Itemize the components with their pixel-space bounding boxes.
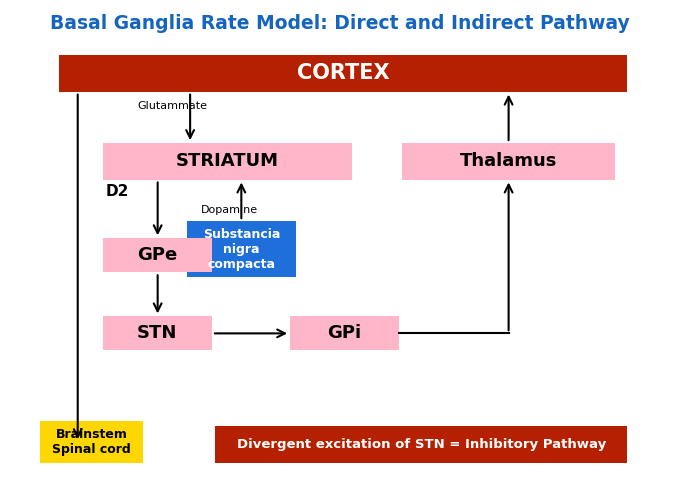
Text: GPe: GPe (137, 246, 177, 264)
Text: STN: STN (137, 325, 177, 342)
Text: STRIATUM: STRIATUM (176, 152, 279, 170)
Text: Divergent excitation of STN = Inhibitory Pathway: Divergent excitation of STN = Inhibitory… (237, 438, 606, 451)
FancyBboxPatch shape (103, 143, 352, 180)
Text: GPi: GPi (328, 325, 362, 342)
Text: CORTEX: CORTEX (296, 63, 390, 83)
FancyBboxPatch shape (59, 55, 627, 92)
FancyBboxPatch shape (215, 426, 627, 463)
Text: Dopamine: Dopamine (201, 205, 258, 216)
Text: Glutammate: Glutammate (137, 101, 207, 111)
FancyBboxPatch shape (403, 143, 615, 180)
Text: Brainstem
Spinal cord: Brainstem Spinal cord (52, 428, 131, 456)
Text: Basal Ganglia Rate Model: Direct and Indirect Pathway: Basal Ganglia Rate Model: Direct and Ind… (50, 14, 630, 32)
Text: Substancia
nigra
compacta: Substancia nigra compacta (203, 228, 280, 271)
FancyBboxPatch shape (103, 238, 212, 273)
FancyBboxPatch shape (187, 221, 296, 277)
FancyBboxPatch shape (40, 421, 143, 463)
FancyBboxPatch shape (290, 316, 399, 351)
FancyBboxPatch shape (103, 316, 212, 351)
Text: D2: D2 (106, 184, 129, 199)
Text: Thalamus: Thalamus (460, 152, 558, 170)
